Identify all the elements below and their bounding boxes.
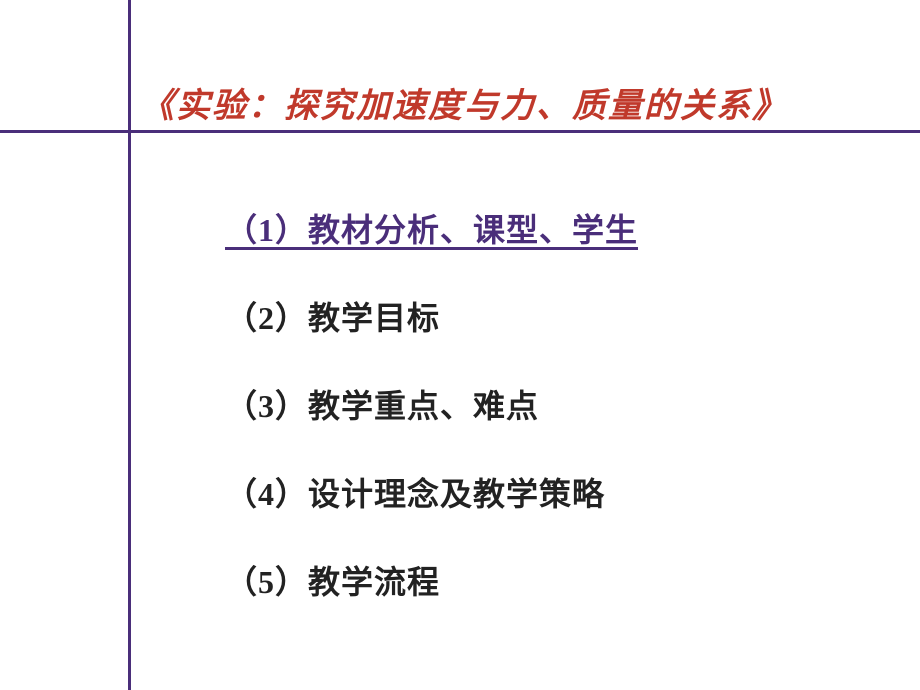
vertical-divider: [128, 0, 131, 690]
horizontal-divider: [0, 130, 920, 133]
outline-item-3: （3）教学重点、难点: [225, 381, 638, 427]
slide-container: 《实验：探究加速度与力、质量的关系》 （1）教材分析、课型、学生 （2）教学目标…: [0, 0, 920, 690]
outline-item-4: （4）设计理念及教学策略: [225, 469, 638, 515]
outline-list: （1）教材分析、课型、学生 （2）教学目标 （3）教学重点、难点 （4）设计理念…: [225, 205, 638, 645]
outline-item-5: （5）教学流程: [225, 557, 638, 603]
slide-title: 《实验：探究加速度与力、质量的关系》: [140, 78, 788, 127]
outline-item-1: （1）教材分析、课型、学生: [225, 205, 638, 251]
outline-item-2: （2）教学目标: [225, 293, 638, 339]
